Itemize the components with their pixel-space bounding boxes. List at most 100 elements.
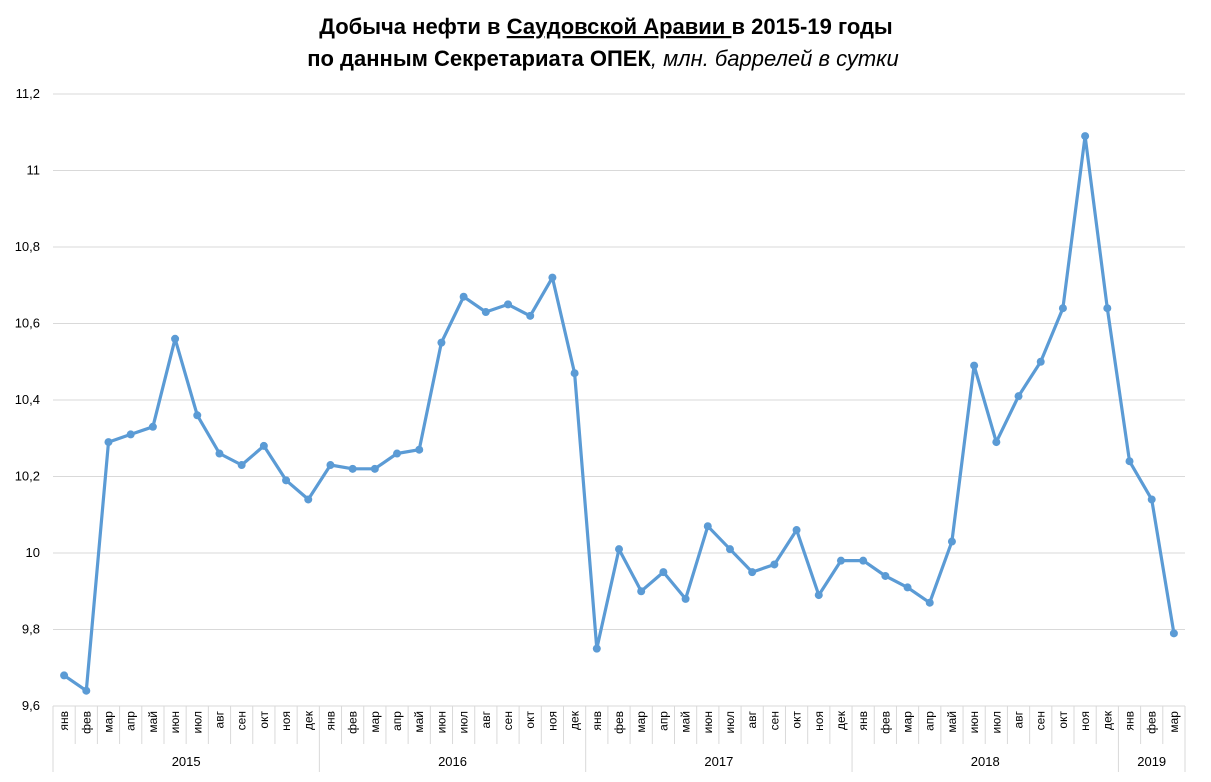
data-point <box>171 334 180 343</box>
x-tick-label: апр <box>656 711 670 731</box>
data-point <box>792 526 801 535</box>
chart-title-line2-italic: , млн. баррелей в сутки <box>651 46 899 71</box>
x-tick-label: июл <box>190 711 204 733</box>
series-line-group <box>60 132 1178 695</box>
data-point <box>592 644 601 653</box>
data-point <box>104 438 113 447</box>
data-point <box>925 598 934 607</box>
data-point <box>970 361 979 370</box>
data-point <box>126 430 135 439</box>
x-tick-label: май <box>945 711 959 733</box>
data-point <box>570 369 579 378</box>
x-tick-label: мар <box>101 711 115 733</box>
x-tick-label: сен <box>501 711 515 730</box>
data-point <box>881 571 890 580</box>
x-tick-label: дек <box>1100 710 1114 730</box>
y-tick-label: 10,6 <box>15 316 40 331</box>
y-tick-label: 9,6 <box>22 698 40 713</box>
x-tick-label: дек <box>301 710 315 730</box>
data-point <box>1081 132 1090 141</box>
x-tick-label: фев <box>878 711 892 734</box>
y-tick-label: 11 <box>27 163 41 178</box>
x-tick-label: янв <box>856 711 870 731</box>
chart-title-line1-underlined: Саудовской Аравии <box>507 14 732 39</box>
data-point <box>1147 495 1156 504</box>
x-tick-label: мар <box>368 711 382 733</box>
x-tick-label: фев <box>612 711 626 734</box>
x-tick-label: май <box>412 711 426 733</box>
x-tick-label: мар <box>634 711 648 733</box>
data-point <box>1014 392 1023 401</box>
x-tick-label: апр <box>390 711 404 731</box>
data-point <box>148 422 157 431</box>
x-tick-label: июн <box>701 711 715 733</box>
data-point <box>859 556 868 565</box>
x-tick-label: июн <box>168 711 182 733</box>
x-year-label: 2019 <box>1137 754 1166 769</box>
x-tick-label: янв <box>1123 711 1137 731</box>
x-tick-label: окт <box>257 711 271 729</box>
y-tick-label: 11,2 <box>16 86 40 101</box>
data-point <box>548 273 557 282</box>
chart-title-line1-prefix: Добыча нефти в <box>319 14 506 39</box>
y-tick-label: 10,2 <box>15 469 40 484</box>
data-point <box>481 308 490 317</box>
data-point <box>615 545 623 554</box>
x-tick-label: янв <box>590 711 604 731</box>
x-year-label: 2015 <box>172 754 201 769</box>
x-tick-label: янв <box>323 711 337 731</box>
x-tick-label: янв <box>57 711 71 731</box>
data-point <box>659 568 668 577</box>
data-point <box>1058 304 1067 313</box>
x-tick-label: ноя <box>1078 711 1092 731</box>
data-point <box>82 686 91 695</box>
x-tick-label: июл <box>457 711 471 733</box>
data-point <box>947 537 956 546</box>
x-tick-label: сен <box>1034 711 1048 730</box>
x-year-label: 2016 <box>438 754 467 769</box>
series-line <box>62 134 1176 693</box>
x-tick-label: фев <box>79 711 93 734</box>
x-tick-label: июл <box>989 711 1003 733</box>
x-tick-label: мар <box>1167 711 1181 733</box>
chart-title-line2: по данным Секретариата ОПЕК, млн. баррел… <box>307 46 899 71</box>
y-tick-label: 9,8 <box>22 622 40 637</box>
x-tick-label: дек <box>568 710 582 730</box>
y-tick-label: 10,4 <box>15 392 40 407</box>
x-tick-label: ноя <box>545 711 559 731</box>
x-year-label: 2017 <box>704 754 733 769</box>
x-tick-label: апр <box>923 711 937 731</box>
gridlines <box>53 93 1185 707</box>
data-point <box>60 671 69 680</box>
data-point <box>393 449 402 458</box>
x-tick-label: авг <box>212 710 226 728</box>
data-point <box>770 560 779 569</box>
x-tick-label: май <box>679 711 693 733</box>
data-point <box>437 338 446 347</box>
data-point <box>1125 457 1134 466</box>
data-point <box>459 292 468 301</box>
x-tick-label: июн <box>967 711 981 733</box>
x-tick-label: авг <box>745 710 759 728</box>
data-point <box>992 438 1001 447</box>
data-point <box>348 464 357 473</box>
data-point <box>304 495 313 504</box>
x-tick-label: мар <box>901 711 915 733</box>
x-axis: янв фев мар апр май июн июл авг сен окт ноя дек янв ф… <box>52 705 1186 772</box>
y-tick-label: 10 <box>26 545 40 560</box>
x-tick-label: июл <box>723 711 737 733</box>
data-point <box>903 583 912 592</box>
x-tick-label: окт <box>523 711 537 729</box>
data-point <box>215 449 224 458</box>
x-tick-label: сен <box>235 711 249 730</box>
x-tick-label: сен <box>767 711 781 730</box>
data-point <box>725 545 734 554</box>
data-point <box>1103 304 1112 313</box>
chart-title-line1: Добыча нефти в Саудовской Аравии в 2015-… <box>319 14 892 39</box>
data-point <box>415 445 424 454</box>
data-point <box>282 476 291 485</box>
data-point <box>681 594 690 603</box>
y-tick-label: 10,8 <box>15 239 40 254</box>
x-tick-label: ноя <box>279 711 293 731</box>
